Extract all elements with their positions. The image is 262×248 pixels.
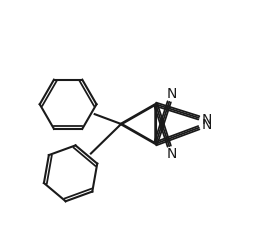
- Text: N: N: [167, 147, 177, 161]
- Text: N: N: [167, 87, 177, 101]
- Text: N: N: [202, 113, 212, 127]
- Text: N: N: [202, 118, 212, 132]
